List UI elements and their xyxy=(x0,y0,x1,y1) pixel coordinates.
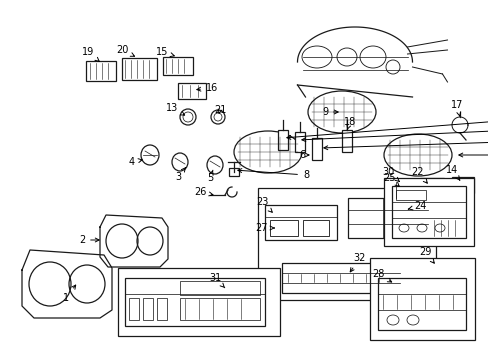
Bar xyxy=(377,278,465,330)
Text: 8: 8 xyxy=(237,168,308,180)
Text: 12: 12 xyxy=(301,123,488,141)
Text: 31: 31 xyxy=(208,273,224,288)
Bar xyxy=(269,220,297,236)
Text: 28: 28 xyxy=(371,269,391,282)
Bar xyxy=(303,220,328,236)
Text: 2: 2 xyxy=(79,235,99,245)
Text: 26: 26 xyxy=(193,187,212,197)
Text: 17: 17 xyxy=(450,100,462,116)
Text: 6: 6 xyxy=(298,150,308,160)
Bar xyxy=(178,83,205,99)
Bar xyxy=(157,298,167,320)
Bar xyxy=(347,198,427,238)
Text: 25: 25 xyxy=(383,173,398,186)
Bar xyxy=(278,130,287,150)
Bar xyxy=(451,177,473,193)
Text: 13: 13 xyxy=(165,103,184,115)
Text: 1: 1 xyxy=(63,285,76,303)
Text: 16: 16 xyxy=(197,83,218,93)
Text: 18: 18 xyxy=(343,117,355,130)
Text: 7: 7 xyxy=(458,150,488,160)
Bar xyxy=(122,58,157,80)
Text: 3: 3 xyxy=(175,167,185,182)
Text: 23: 23 xyxy=(255,197,272,212)
Bar xyxy=(118,268,280,336)
Bar xyxy=(294,132,305,152)
Bar xyxy=(264,205,336,240)
Bar xyxy=(258,188,435,300)
Text: 21: 21 xyxy=(213,105,226,115)
Text: 11: 11 xyxy=(286,113,488,139)
Bar xyxy=(453,179,460,191)
Text: 29: 29 xyxy=(418,247,433,263)
Text: 15: 15 xyxy=(156,47,174,57)
Text: 22: 22 xyxy=(411,167,427,183)
Bar xyxy=(142,298,153,320)
Bar xyxy=(419,178,443,196)
Bar xyxy=(391,186,465,238)
Bar xyxy=(369,258,474,340)
Text: 24: 24 xyxy=(407,201,426,211)
Bar xyxy=(228,168,239,176)
Bar xyxy=(421,180,429,194)
Text: 14: 14 xyxy=(445,165,459,180)
Bar xyxy=(282,263,399,293)
Bar xyxy=(395,190,425,200)
Bar xyxy=(391,182,415,198)
Bar xyxy=(383,178,473,246)
Bar xyxy=(125,278,264,326)
Bar xyxy=(129,298,139,320)
Bar xyxy=(86,61,116,81)
Bar xyxy=(163,57,193,75)
Text: 20: 20 xyxy=(116,45,134,56)
Text: 32: 32 xyxy=(349,253,366,272)
Bar xyxy=(311,138,321,160)
Text: 19: 19 xyxy=(81,47,99,62)
Text: 30: 30 xyxy=(381,167,399,181)
Text: 27: 27 xyxy=(255,223,274,233)
Bar xyxy=(341,130,351,152)
Text: 5: 5 xyxy=(206,170,213,183)
Bar xyxy=(180,298,260,320)
Text: 9: 9 xyxy=(321,107,337,117)
Text: 4: 4 xyxy=(129,157,142,167)
Bar xyxy=(180,281,260,295)
Text: 10: 10 xyxy=(323,135,488,150)
